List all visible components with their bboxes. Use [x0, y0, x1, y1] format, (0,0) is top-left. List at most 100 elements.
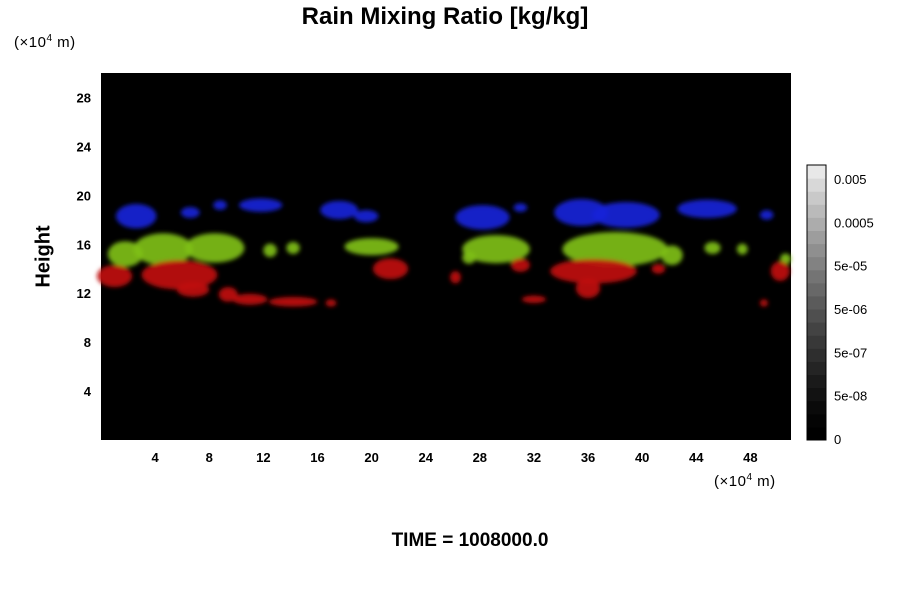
colorbar	[806, 164, 827, 441]
data-blob	[263, 243, 277, 258]
data-blob	[184, 233, 245, 263]
y-tick-label: 16	[77, 237, 91, 252]
data-blob	[661, 245, 683, 266]
x-axis-unit-label: (×104 m)	[714, 472, 776, 490]
data-blob	[455, 205, 510, 230]
x-tick-label: 32	[527, 450, 541, 465]
colorbar-level	[807, 400, 826, 415]
x-tick-label: 48	[743, 450, 757, 465]
y-unit-pre: (×10	[14, 34, 47, 51]
data-blob	[115, 203, 157, 229]
data-blob	[677, 199, 737, 218]
data-blob	[232, 293, 268, 305]
colorbar-tick-label: 0.005	[834, 172, 867, 187]
data-blob	[325, 299, 337, 307]
data-blob	[521, 295, 547, 303]
data-blob	[239, 198, 283, 212]
data-blob	[592, 202, 660, 228]
y-tick-label: 28	[77, 90, 91, 105]
x-tick-label: 4	[152, 450, 160, 465]
colorbar-level	[807, 269, 826, 284]
colorbar-level	[807, 204, 826, 218]
colorbar-frame	[806, 164, 827, 441]
x-unit-post: m)	[752, 473, 776, 490]
chart-title: Rain Mixing Ratio [kg/kg]	[301, 3, 589, 30]
data-layers	[96, 198, 792, 307]
x-tick-label: 24	[418, 450, 433, 465]
data-blob	[704, 241, 721, 255]
colorbar-level	[807, 282, 826, 297]
y-tick-label: 24	[77, 139, 92, 154]
x-unit-pre: (×10	[714, 473, 747, 490]
data-blob	[462, 251, 476, 264]
colorbar-level	[807, 178, 826, 192]
colorbar-level	[807, 348, 826, 362]
data-blob	[213, 200, 227, 211]
x-tick-label: 12	[256, 450, 270, 465]
x-tick-label: 40	[635, 450, 649, 465]
y-unit-post: m)	[52, 34, 76, 51]
colorbar-level	[807, 165, 826, 179]
x-tick-label: 16	[310, 450, 324, 465]
data-blob	[462, 235, 530, 264]
x-tick-label: 44	[689, 450, 704, 465]
data-blob	[780, 253, 792, 265]
data-blob	[286, 241, 300, 255]
x-unit-exp: 4	[746, 472, 753, 483]
data-blob	[759, 210, 774, 220]
y-tick-label: 12	[77, 286, 91, 301]
data-blob	[550, 258, 637, 284]
data-blob	[562, 232, 668, 267]
x-tick-label: 8	[206, 450, 213, 465]
x-tick-label: 20	[364, 450, 378, 465]
colorbar-level	[807, 426, 826, 441]
y-axis-ticks: 4 8 12 16 20 24 28	[77, 90, 92, 399]
data-blob	[513, 203, 528, 212]
colorbar-level	[807, 322, 826, 336]
data-blob	[180, 206, 200, 218]
data-blob	[344, 238, 399, 256]
data-blob	[450, 271, 461, 284]
colorbar-tick-label: 0.0005	[834, 215, 874, 230]
data-blob	[736, 243, 748, 255]
data-layer	[107, 232, 792, 267]
y-axis-unit-label: (×104 m)	[14, 33, 76, 51]
x-tick-label: 28	[473, 450, 487, 465]
data-blob	[372, 258, 409, 280]
data-blob	[141, 260, 218, 290]
colorbar-tick-label: 5e-07	[834, 345, 867, 360]
data-blob	[176, 282, 210, 297]
colorbar-level	[807, 295, 826, 310]
data-blob	[770, 261, 790, 281]
colorbar-level	[807, 256, 826, 271]
data-blob	[354, 210, 379, 223]
colorbar-level	[807, 374, 826, 389]
data-blob	[651, 263, 666, 274]
data-blob	[133, 233, 193, 266]
colorbar-level	[807, 191, 826, 205]
colorbar-level	[807, 309, 826, 323]
data-blob	[759, 299, 768, 307]
y-tick-label: 4	[84, 384, 92, 399]
colorbar-level	[807, 413, 826, 428]
time-label: TIME = 1008000.0	[391, 530, 549, 551]
y-tick-label: 20	[77, 188, 91, 203]
colorbar-level	[807, 217, 826, 231]
data-blob	[320, 200, 359, 220]
data-blob	[96, 265, 133, 288]
colorbar-tick-label: 5e-05	[834, 259, 867, 274]
data-layer	[115, 198, 774, 230]
colorbar-level	[807, 387, 826, 402]
colorbar-ticks: 0 5e-08 5e-07 5e-06 5e-05 0.0005 0.005	[834, 172, 874, 447]
colorbar-tick-label: 5e-06	[834, 302, 867, 317]
colorbar-tick-label: 5e-08	[834, 389, 867, 404]
colorbar-level	[807, 361, 826, 376]
y-tick-label: 8	[84, 335, 91, 350]
data-blob	[268, 296, 318, 307]
x-axis-ticks: 4 8 12 16 20 24 28 32 36 40 44 48	[152, 450, 758, 465]
colorbar-tick-label: 0	[834, 432, 841, 447]
data-blob	[510, 258, 530, 272]
x-tick-label: 36	[581, 450, 595, 465]
colorbar-level	[807, 230, 826, 245]
